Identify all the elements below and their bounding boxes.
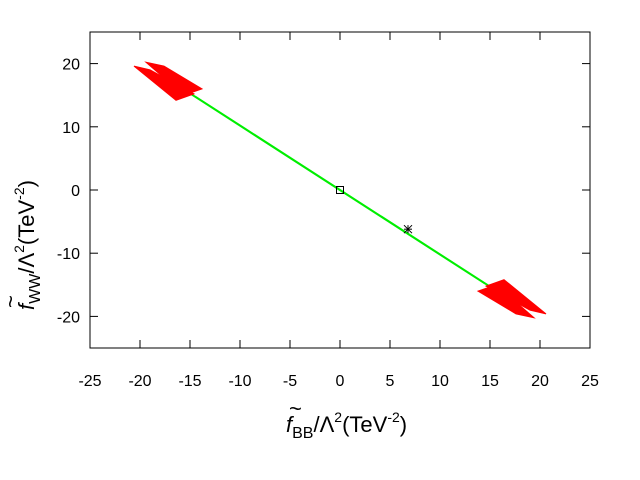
x-tick-label-0: -25	[78, 373, 101, 390]
svg-text:fBB/Λ2(TeV-2): fBB/Λ2(TeV-2)	[286, 409, 407, 442]
x-tick-label-9: 20	[531, 373, 549, 390]
y-axis-label-sup: 2	[11, 245, 27, 253]
x-axis-label-units-sup: -2	[387, 409, 400, 425]
y-tick-label-2: 0	[71, 183, 80, 200]
x-axis-label-sub: BB	[292, 425, 313, 442]
x-axis-label-sup: 2	[334, 409, 342, 425]
y-axis-label-prefix: f	[14, 301, 39, 310]
y-tick-label-1: -10	[57, 246, 80, 263]
x-axis-label-mid: /Λ	[313, 412, 334, 437]
y-tick-label-4: 20	[62, 57, 80, 74]
y-axis-label-units-end: )	[14, 180, 39, 187]
regions	[133, 61, 547, 319]
marker-square	[336, 186, 344, 194]
x-tick-label-7: 10	[431, 373, 449, 390]
y-axis-label-units-sup: -2	[11, 187, 27, 200]
x-axis-label-prefix: f	[286, 412, 295, 437]
y-tick-label-0: -20	[57, 309, 80, 326]
y-axis-label-tilde: ~	[0, 295, 23, 308]
x-tick-label-6: 5	[386, 373, 395, 390]
markers	[336, 186, 413, 234]
x-axis-label: fBB/Λ2(TeV-2) ~	[286, 396, 407, 442]
x-tick-label-3: -10	[228, 373, 251, 390]
y-axis-label-units: (TeV	[14, 200, 39, 246]
marker-star	[403, 224, 413, 234]
x-axis-label-tilde: ~	[289, 396, 302, 421]
y-axis-label-mid: /Λ	[14, 253, 39, 274]
region-2	[144, 61, 204, 96]
x-tick-label-8: 15	[481, 373, 499, 390]
region-0	[183, 89, 497, 291]
x-axis-label-units-end: )	[400, 412, 407, 437]
x-tick-label-5: 0	[336, 373, 345, 390]
region-1	[133, 65, 196, 101]
region-4	[476, 284, 536, 319]
y-axis-label: fWW/Λ2(TeV-2) ~	[0, 180, 44, 310]
x-tick-label-4: -5	[283, 373, 297, 390]
y-tick-label-3: 10	[62, 120, 80, 137]
x-tick-label-1: -20	[128, 373, 151, 390]
x-tick-label-2: -15	[178, 373, 201, 390]
svg-text:fWW/Λ2(TeV-2): fWW/Λ2(TeV-2)	[11, 180, 44, 310]
ticks: -25 -20 -15 -10 -5 0 5 10 15 20 25 -20 -10 0 10 20	[57, 32, 599, 390]
region-3	[484, 279, 547, 315]
y-axis-label-sub: WW	[27, 273, 44, 304]
x-tick-label-10: 25	[581, 373, 599, 390]
x-axis-label-units: (TeV	[342, 412, 388, 437]
